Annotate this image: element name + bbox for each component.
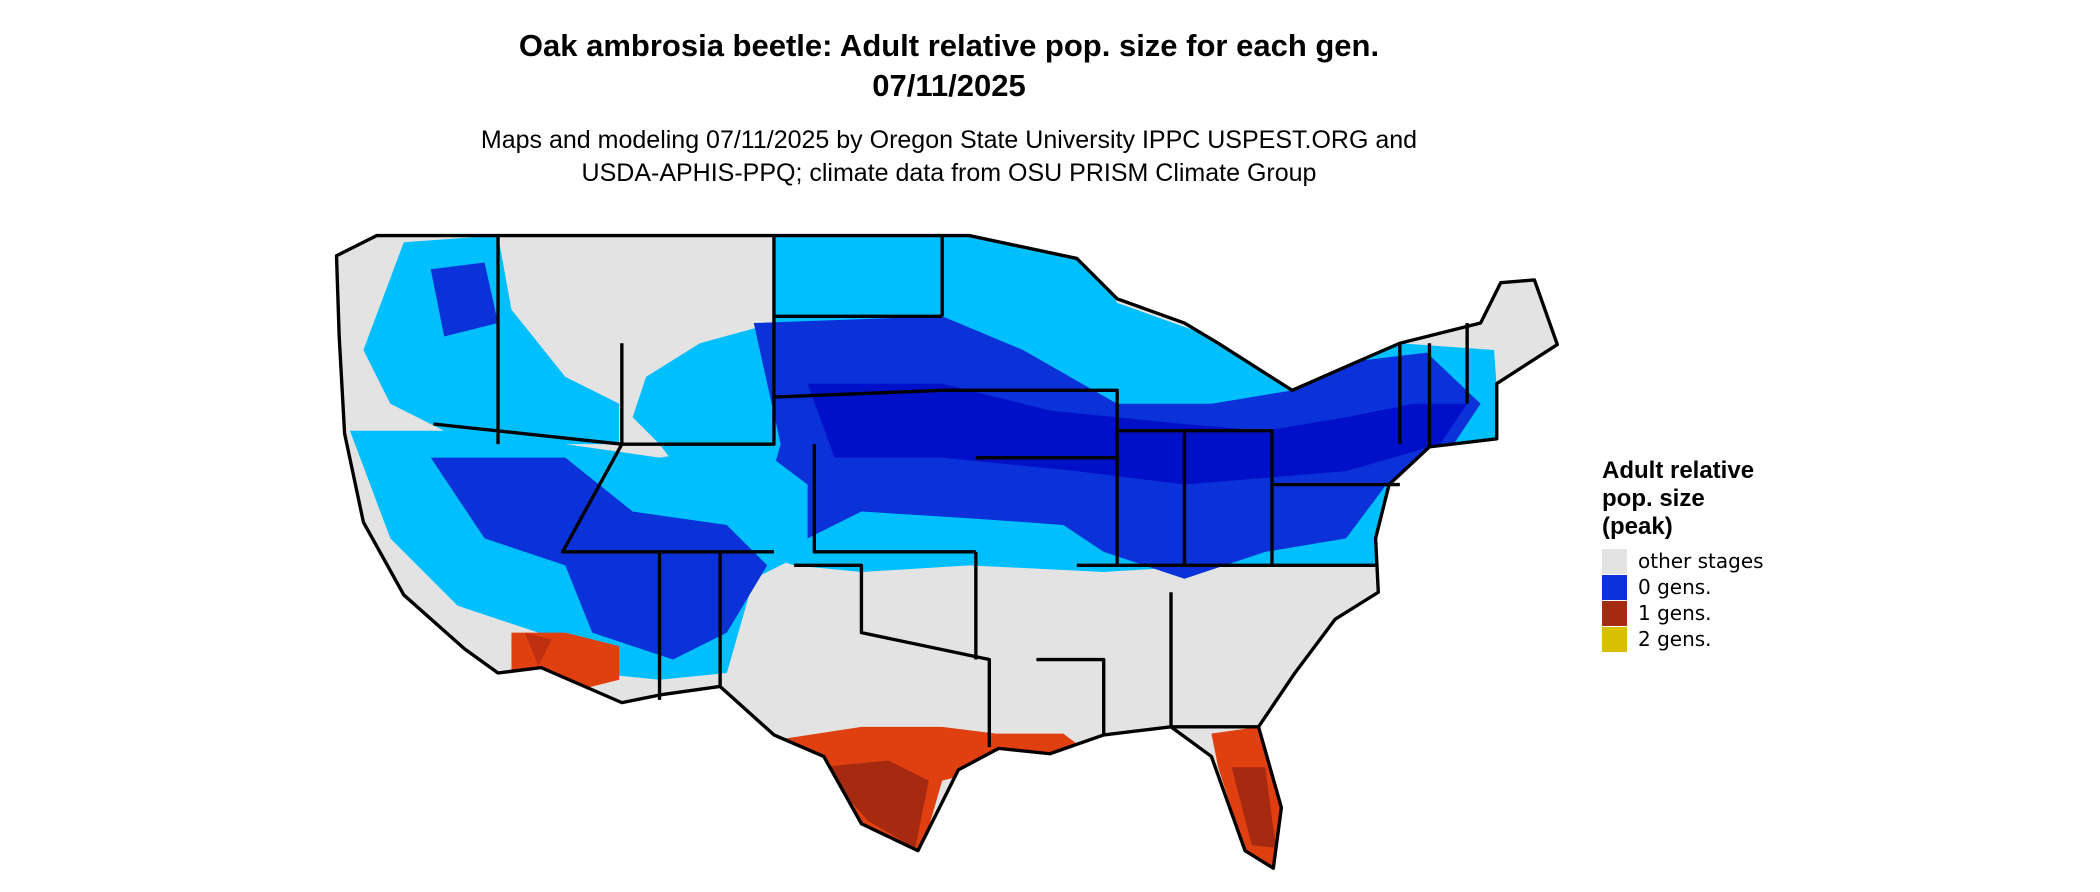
legend: Adult relative pop. size (peak) other st… (1602, 457, 1764, 652)
us-map (334, 233, 1560, 870)
legend-label: 1 gens. (1638, 601, 1712, 625)
legend-title: (peak) (1602, 513, 1673, 540)
subtitle: USDA-APHIS-PPQ; climate data from OSU PR… (582, 159, 1317, 187)
legend-swatch (1602, 627, 1627, 652)
legend-title: Adult relative (1602, 457, 1754, 484)
legend-label: other stages (1638, 549, 1764, 573)
legend-label: 2 gens. (1638, 627, 1712, 651)
legend-title: pop. size (1602, 485, 1705, 512)
state-borders (334, 233, 1560, 870)
title: 07/11/2025 (872, 68, 1025, 103)
legend-label: 0 gens. (1638, 575, 1712, 599)
legend-swatch (1602, 549, 1627, 574)
subtitle: Maps and modeling 07/11/2025 by Oregon S… (481, 126, 1417, 154)
legend-swatch (1602, 575, 1627, 600)
legend-swatch (1602, 601, 1627, 626)
title: Oak ambrosia beetle: Adult relative pop.… (519, 28, 1379, 63)
